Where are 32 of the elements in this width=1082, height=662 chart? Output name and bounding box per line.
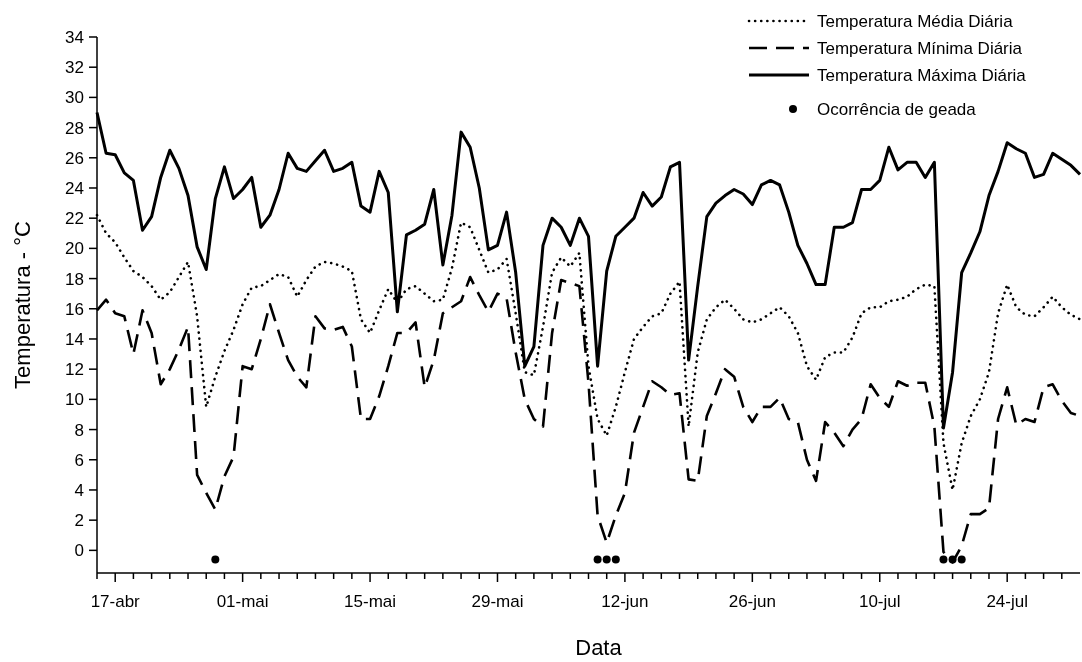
x-tick-label: 12-jun	[601, 592, 649, 611]
x-tick-label: 01-mai	[216, 592, 269, 611]
y-tick-label: 24	[65, 178, 84, 198]
y-tick-label: 34	[65, 27, 84, 47]
y-tick-label: 10	[65, 390, 84, 410]
y-tick-label: 16	[65, 299, 84, 319]
y-tick-label: 2	[74, 511, 84, 531]
y-axis-title: Temperatura - °C	[10, 221, 35, 389]
x-tick-label: 15-mai	[344, 592, 397, 611]
y-tick-label: 6	[74, 450, 84, 470]
y-tick-label: 0	[74, 541, 84, 561]
legend-label: Ocorrência de geada	[817, 99, 977, 119]
legend-label: Temperatura Média Diária	[817, 11, 1014, 31]
y-tick-label: 12	[65, 360, 84, 380]
y-tick-label: 28	[65, 118, 84, 138]
y-tick-label: 20	[65, 239, 84, 259]
y-tick-label: 26	[65, 148, 84, 168]
legend-label: Temperatura Mínima Diária	[817, 38, 1023, 58]
y-tick-label: 4	[74, 480, 84, 500]
y-tick-label: 32	[65, 58, 84, 78]
x-tick-label: 10-jul	[858, 592, 901, 611]
y-tick-label: 8	[74, 420, 84, 440]
x-tick-label: 17-abr	[90, 592, 141, 611]
x-tick-label: 26-jun	[728, 592, 776, 611]
y-tick-label: 14	[65, 329, 84, 349]
y-tick-label: 22	[65, 209, 84, 229]
x-axis-title: Data	[575, 635, 623, 660]
x-tick-label: 24-jul	[986, 592, 1028, 611]
legend-label: Temperatura Máxima Diária	[817, 65, 1027, 85]
y-tick-label: 18	[65, 269, 84, 289]
y-tick-label: 30	[65, 88, 84, 108]
x-tick-label: 29-mai	[471, 592, 524, 611]
